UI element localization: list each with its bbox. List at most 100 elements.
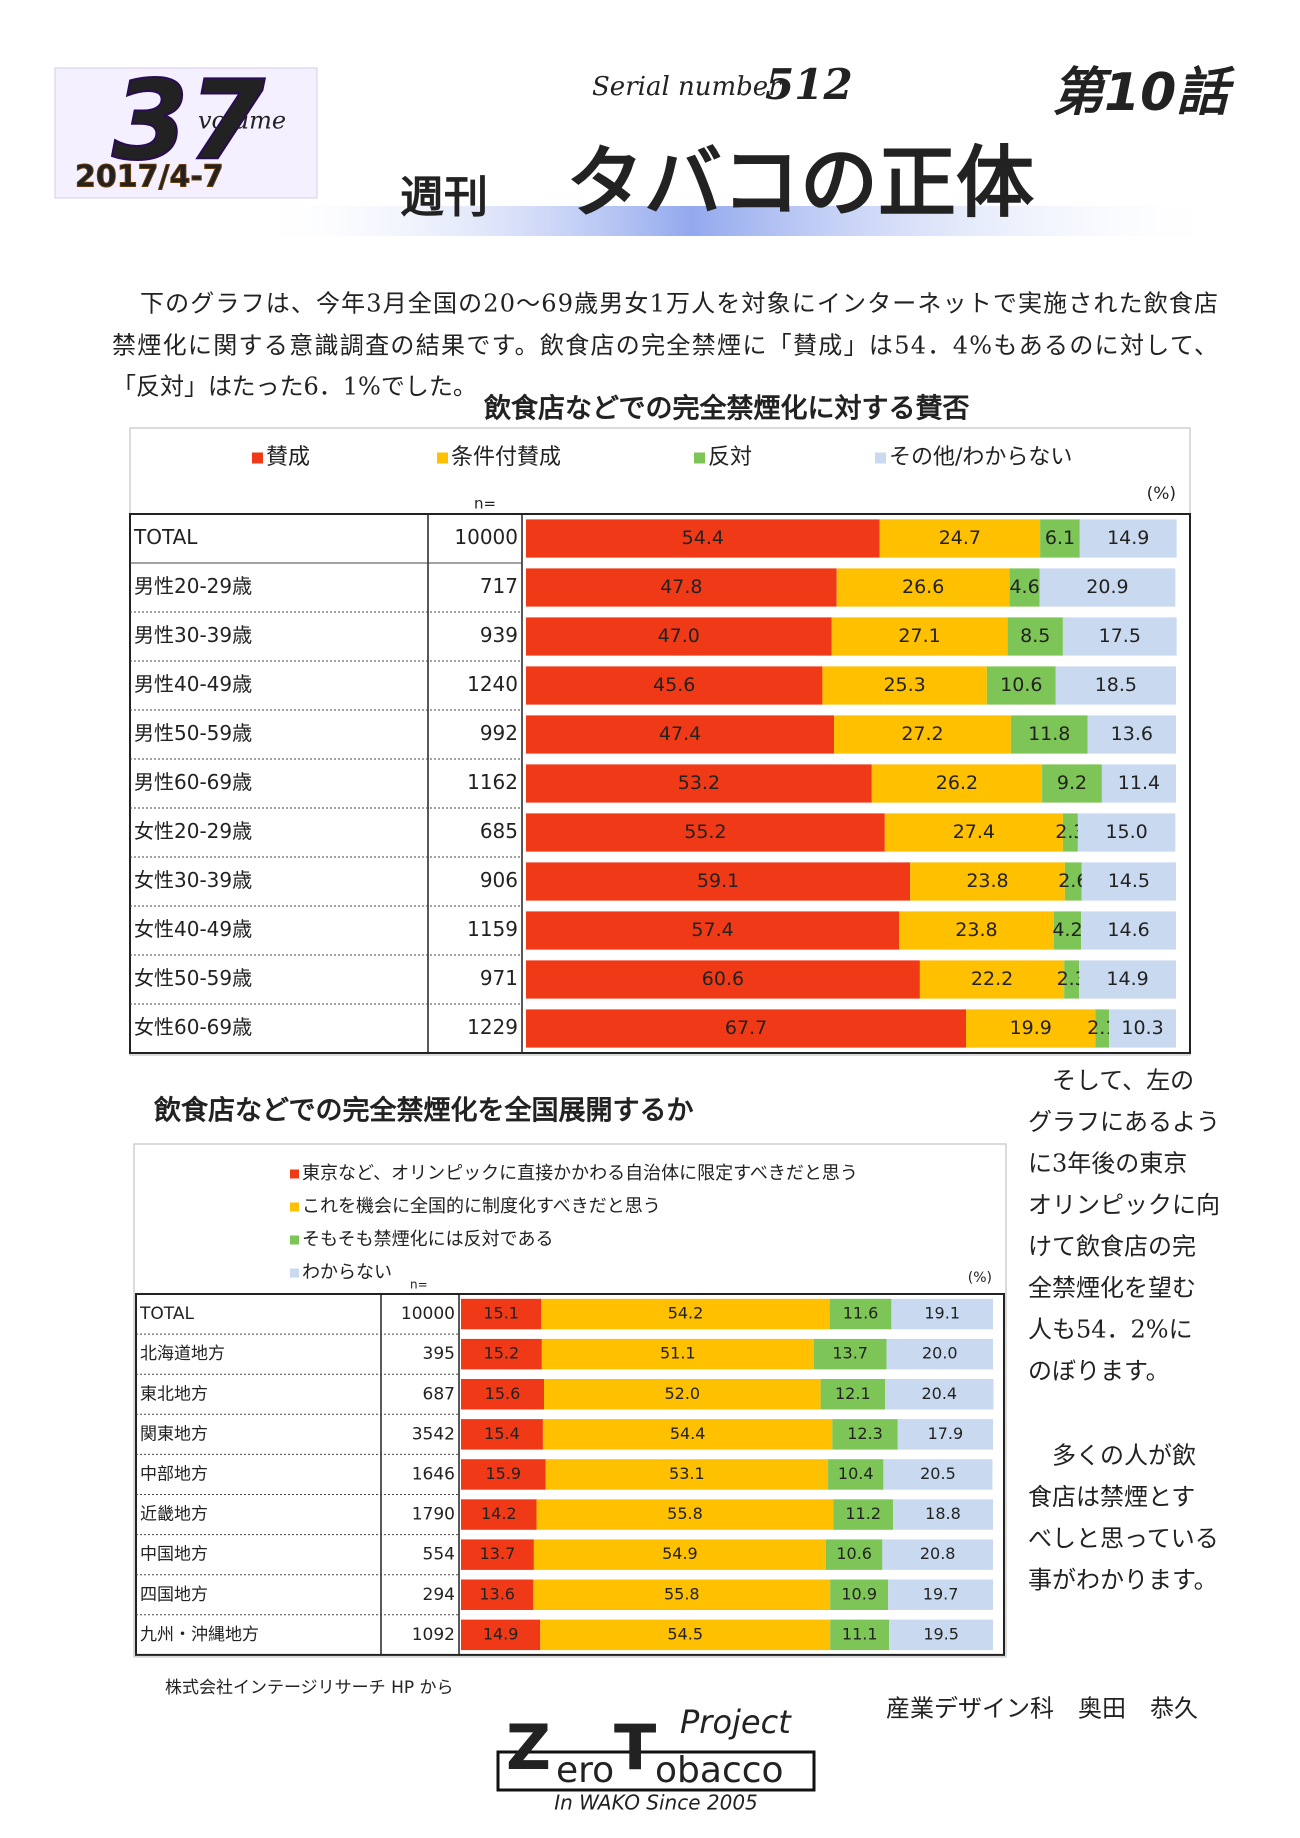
side-text-line: 全禁煙化を望む [1028, 1274, 1196, 1302]
value-label: 17.5 [1099, 625, 1141, 647]
value-label: 54.4 [682, 527, 724, 549]
value-label: 13.7 [480, 1544, 516, 1563]
value-label: 25.3 [883, 674, 925, 696]
main-title: タバコの正体 [566, 138, 1034, 228]
bar-segment [828, 1459, 884, 1490]
footer-project: Project [680, 1703, 792, 1741]
footer-tagline: In WAKO Since 2005 [554, 1791, 758, 1815]
value-label: 11.6 [843, 1304, 879, 1323]
bar-segment [461, 1499, 537, 1530]
value-label: 20.9 [1086, 576, 1128, 598]
legend-label: そもそも禁煙化には反対である [302, 1229, 553, 1250]
value-label: 13.6 [1111, 723, 1153, 745]
bar-segment [526, 960, 920, 999]
row-label: 女性40-49歳 [134, 917, 252, 941]
bar-segment [526, 862, 911, 901]
serial-number: 512 [765, 60, 853, 109]
n-value: 294 [423, 1585, 455, 1605]
bar-segment [543, 1379, 821, 1410]
n-value: 1240 [467, 672, 518, 696]
n-value: 717 [480, 574, 518, 598]
bar-segment [541, 1338, 814, 1370]
unit-label: (%) [968, 1270, 992, 1286]
n-header: n= [474, 495, 496, 513]
side-text-line: 人も54．2%に [1028, 1316, 1193, 1344]
unit-label: (%) [1147, 484, 1176, 504]
value-label: 53.2 [678, 772, 720, 794]
n-value: 1229 [467, 1015, 518, 1039]
bar-segment [822, 666, 987, 705]
bar-segment [871, 764, 1043, 803]
bar-segment [1062, 813, 1078, 852]
bar-segment [540, 1619, 831, 1651]
value-label: 11.8 [1028, 723, 1070, 745]
legend-swatch [290, 1202, 299, 1212]
bar-segment [1040, 519, 1080, 558]
n-value: 687 [423, 1384, 455, 1404]
bar-segment [545, 1459, 829, 1490]
chart-title: 飲食店などでの完全禁煙化を全国展開するか [153, 1095, 693, 1127]
bar-segment [526, 911, 900, 950]
value-label: 26.6 [902, 576, 944, 598]
n-value: 1159 [467, 917, 518, 941]
side-text-line: オリンピックに向 [1028, 1191, 1220, 1219]
bar-segment [1087, 715, 1176, 754]
serial-label: Serial number [592, 72, 782, 102]
value-label: 13.7 [832, 1344, 868, 1363]
value-label: 19.5 [923, 1624, 959, 1643]
value-label: 26.2 [936, 772, 978, 794]
bar-segment [820, 1379, 886, 1410]
bar-segment [830, 1579, 889, 1610]
bar-segment [833, 1499, 893, 1530]
value-label: 6.1 [1045, 527, 1075, 549]
bar-segment [885, 1379, 994, 1410]
table-frame [135, 1293, 1005, 1656]
side-text-line: 多くの人が飲 [1052, 1442, 1196, 1470]
n-value: 1790 [412, 1505, 455, 1525]
row-label: TOTAL [139, 1304, 194, 1324]
value-label: 11.2 [845, 1504, 881, 1523]
legend-label: 条件付賛成 [451, 445, 561, 470]
footer-t: T [614, 1711, 656, 1784]
bar-segment [1053, 911, 1082, 950]
value-label: 20.8 [920, 1544, 956, 1563]
value-label: 54.2 [668, 1304, 704, 1323]
bar-segment [1079, 960, 1176, 999]
row-label: 男性20-29歳 [134, 574, 252, 598]
bar-segment [461, 1579, 534, 1610]
value-label: 12.3 [847, 1424, 883, 1443]
bar-segment [461, 1419, 543, 1450]
value-label: 18.5 [1095, 674, 1137, 696]
value-label: 20.5 [920, 1464, 956, 1483]
legend-label: 東京など、オリンピックに直接かかわる自治体に限定すべきだと思う [302, 1163, 858, 1184]
bar-segment [883, 1459, 993, 1490]
legend-label: 賛成 [266, 445, 310, 470]
legend-swatch [290, 1169, 299, 1179]
value-label: 15.6 [485, 1384, 521, 1403]
side-text-line: のぼります。 [1028, 1357, 1170, 1385]
value-label: 11.1 [842, 1624, 878, 1643]
bar-segment [533, 1579, 831, 1610]
bar-segment [813, 1338, 887, 1370]
bar-segment [461, 1379, 544, 1410]
legend-swatch [290, 1268, 299, 1278]
bar-segment [461, 1338, 542, 1370]
value-label: 47.0 [658, 625, 700, 647]
logo-frame [54, 67, 318, 199]
row-label: 女性30-39歳 [134, 868, 252, 892]
bar-segment [526, 813, 885, 852]
row-label: 近畿地方 [140, 1505, 208, 1525]
value-label: 19.7 [923, 1584, 959, 1603]
bar-segment [1064, 960, 1080, 999]
bar-segment [1079, 519, 1177, 558]
bar-segment [886, 1338, 993, 1370]
value-label: 19.1 [924, 1304, 960, 1323]
legend-swatch [290, 1235, 299, 1245]
bar-segment [897, 1419, 993, 1450]
footer-obacco: obacco [655, 1750, 784, 1791]
bar-segment [1081, 862, 1176, 901]
value-label: 4.6 [1009, 576, 1039, 598]
value-label: 12.1 [835, 1384, 871, 1403]
bar-segment [526, 519, 880, 558]
bar-segment [526, 666, 823, 705]
